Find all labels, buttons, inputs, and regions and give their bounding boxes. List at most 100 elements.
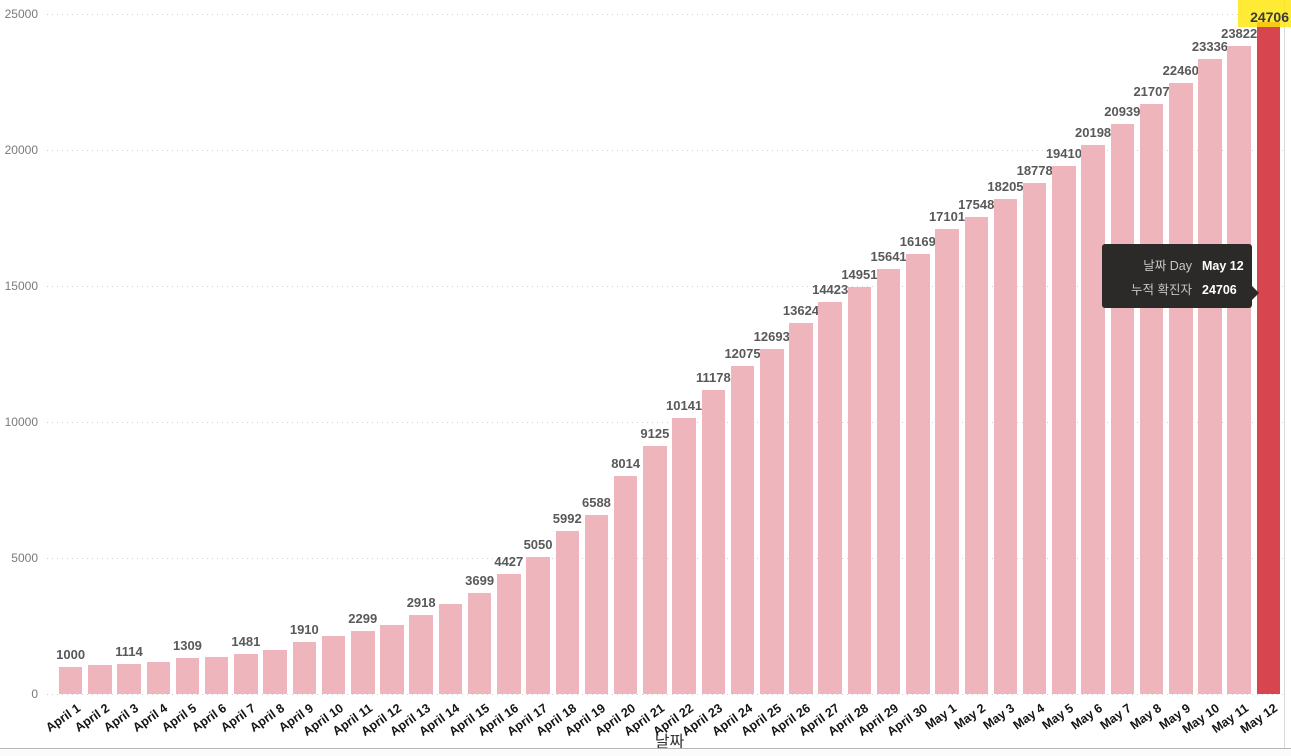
y-axis-tick-label: 5000 [11,551,38,565]
bar[interactable] [760,348,784,694]
bar[interactable] [1052,166,1076,694]
bar[interactable] [701,389,726,694]
bar-data-label: 9125 [640,425,670,441]
tooltip-value: 24706 [1202,282,1237,297]
bar[interactable] [88,665,112,694]
bar[interactable] [321,636,346,694]
bar-data-label: 22460 [1162,63,1199,79]
bar[interactable] [263,649,287,694]
bottom-scroll-edge [0,748,1291,756]
bar-data-label: 4427 [494,553,524,569]
bar-data-label: 3699 [465,573,495,589]
bar[interactable] [351,631,375,694]
bar-data-label: 1910 [289,622,319,638]
tooltip-row: 누적 확진자 24706 [1114,279,1240,298]
bar-highlighted[interactable] [1256,21,1281,694]
bar[interactable] [643,445,667,694]
bar[interactable] [818,301,842,694]
bar[interactable] [117,663,141,694]
bar[interactable] [1081,144,1105,694]
bar[interactable] [1022,183,1047,694]
bar-data-label: 12075 [724,345,761,361]
bar[interactable] [789,323,813,694]
bar[interactable] [555,531,579,694]
bar-data-label: 1481 [231,633,261,649]
bar-data-label: 18205 [987,178,1024,194]
highlighted-data-label: 24706 [1238,0,1291,27]
bar[interactable] [1169,83,1193,694]
y-axis-tick-label: 15000 [4,279,38,293]
tooltip-row: 날짜 Day May 12 [1114,255,1243,274]
y-axis-tick-label: 0 [31,687,38,701]
y-axis-tick-label: 20000 [4,143,38,157]
y-gridline [47,14,1284,15]
bar[interactable] [409,614,433,694]
y-axis-tick-label: 10000 [4,415,38,429]
bar[interactable] [438,604,463,694]
bar-data-label: 1309 [172,638,202,654]
tooltip-value: May 12 [1202,258,1244,273]
y-axis-tick-label: 25000 [4,7,38,21]
tooltip-label: 누적 확진자 [1131,282,1192,297]
bar-data-label: 5992 [552,511,582,527]
bar[interactable] [175,658,200,694]
bar-data-label: 6588 [581,494,611,510]
bar[interactable] [1227,46,1251,694]
bar[interactable] [993,198,1018,694]
bar-data-label: 23336 [1191,39,1229,55]
x-axis-title: 날짜 [654,734,685,751]
bar[interactable] [730,365,755,694]
bar-data-label: 19410 [1045,146,1082,162]
bar-data-label: 17548 [958,196,995,212]
bar-data-label: 11178 [695,369,731,385]
bar[interactable] [497,573,521,694]
bar-data-label: 2299 [348,611,378,627]
bar-data-label: 15641 [870,248,907,264]
bar-data-label: 1000 [56,646,86,662]
bar[interactable] [380,624,404,694]
bar[interactable] [584,514,609,694]
bar-data-label: 18778 [1016,163,1053,179]
tooltip: 날짜 Day May 12 누적 확진자 24706 [1102,244,1259,308]
bar[interactable] [234,653,258,694]
bar[interactable] [292,642,317,694]
bar-data-label: 10141 [666,398,703,414]
y-gridline [47,286,1284,287]
bar-data-label: 16169 [899,234,936,250]
bar-data-label: 20939 [1104,104,1141,120]
bar[interactable] [672,418,696,694]
tooltip-pointer-arrow [1251,285,1259,301]
bar[interactable] [935,228,959,694]
bar[interactable] [204,656,229,694]
bar-data-label: 2918 [406,594,436,610]
y-gridline [47,422,1284,423]
bar[interactable] [847,287,872,694]
bar-data-label: 13624 [782,303,820,319]
tooltip-label: 날짜 Day [1143,258,1192,273]
chart-right-border [1284,0,1285,748]
bar-data-label: 8014 [611,456,641,472]
bar[interactable] [906,254,930,694]
bar-data-label: 23822 [1221,26,1258,42]
bar[interactable] [1110,124,1135,694]
bar[interactable] [526,556,550,694]
bar[interactable] [58,666,83,694]
bar[interactable] [146,661,170,694]
y-gridline [47,150,1284,151]
bar[interactable] [1198,59,1222,694]
bar[interactable] [964,216,988,694]
bar-data-label: 17101 [928,208,966,224]
bar-data-label: 14423 [812,281,849,297]
bar-data-label: 20198 [1075,124,1112,140]
y-gridline [47,694,1284,695]
bar-data-label: 1114 [115,643,143,659]
bar-data-label: 5050 [523,536,553,552]
bar[interactable] [467,593,492,694]
bar-data-label: 14951 [841,267,878,283]
bar[interactable] [876,268,901,694]
bar-data-label: 21707 [1133,83,1170,99]
bar-data-label: 12693 [753,328,790,344]
bar[interactable] [1139,103,1164,694]
bar[interactable] [613,476,638,694]
